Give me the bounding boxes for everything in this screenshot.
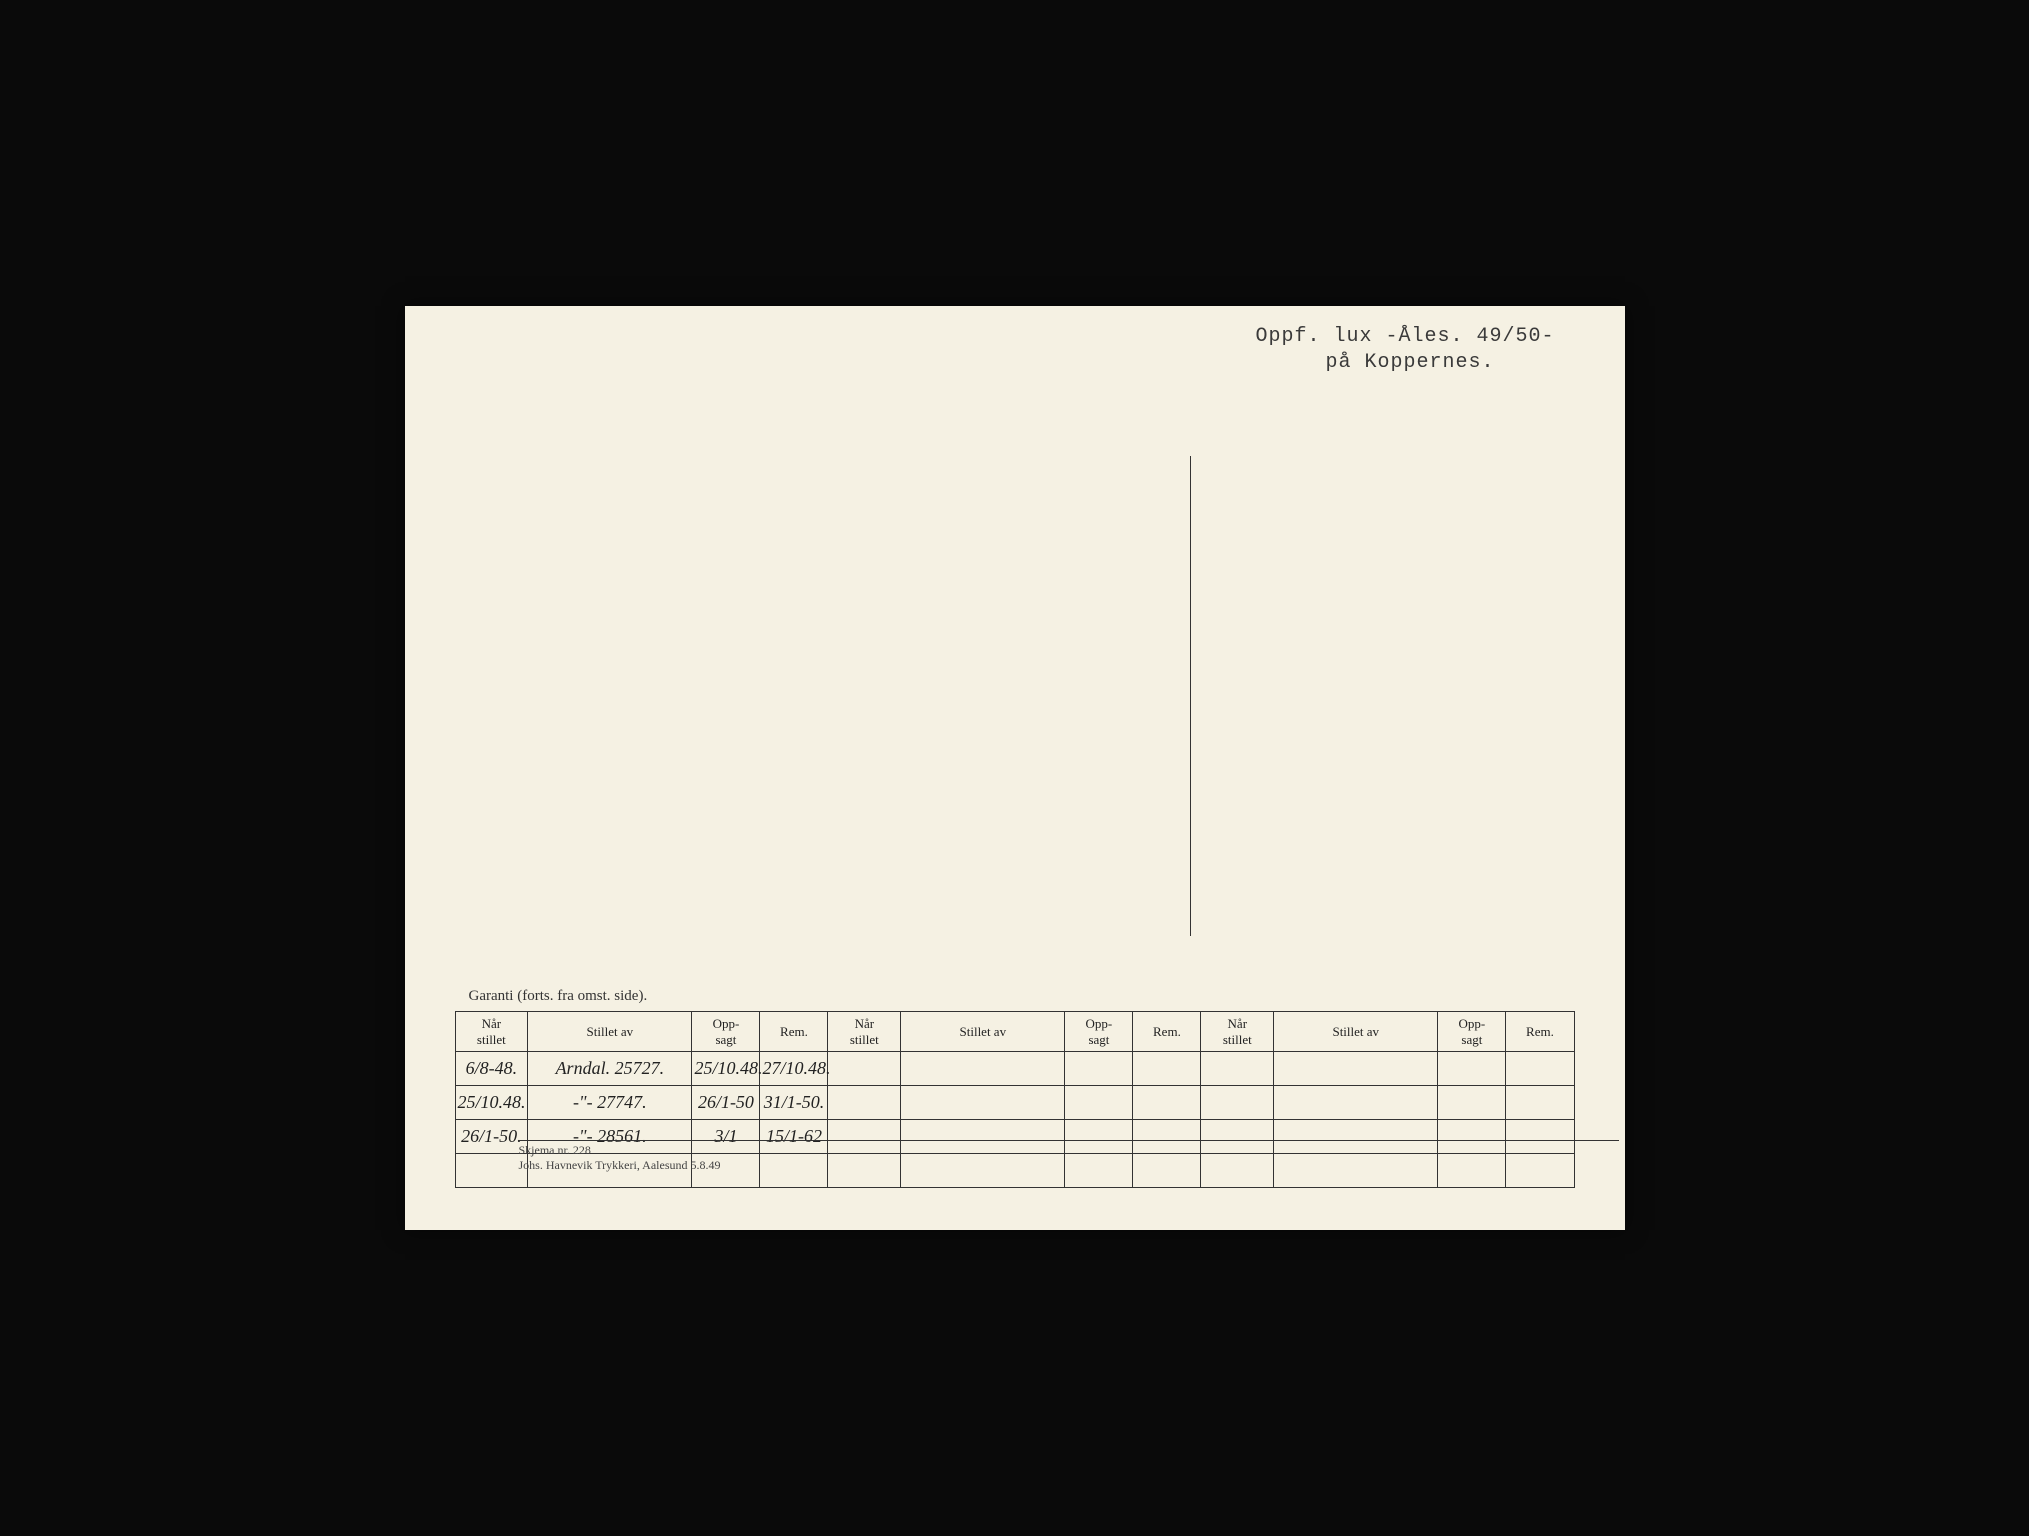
table-cell: -"- 27747. xyxy=(528,1086,692,1120)
column-header: Opp-sagt xyxy=(1438,1012,1506,1052)
table-caption: Garanti (forts. fra omst. side). xyxy=(455,988,1575,1005)
table-cell xyxy=(1065,1086,1133,1120)
table-cell xyxy=(1438,1052,1506,1086)
footer: Skjema nr. 228 Johs. Havnevik Trykkeri, … xyxy=(519,1140,1619,1174)
table-cell: 25/10.48. xyxy=(692,1052,760,1086)
table-cell xyxy=(828,1086,901,1120)
column-header: Rem. xyxy=(760,1012,828,1052)
footer-line-2: Johs. Havnevik Trykkeri, Aalesund 5.8.49 xyxy=(519,1158,1619,1174)
table-cell xyxy=(1133,1052,1201,1086)
header-annotation: Oppf. lux -Åles. 49/50- på Koppernes. xyxy=(1255,324,1554,376)
table-cell xyxy=(1506,1052,1574,1086)
column-header: Opp-sagt xyxy=(1065,1012,1133,1052)
table-row: 25/10.48.-"- 27747.26/1-5031/1-50. xyxy=(455,1086,1574,1120)
table-cell xyxy=(1438,1086,1506,1120)
table-cell xyxy=(455,1154,528,1188)
table-cell xyxy=(1201,1086,1274,1120)
table-row: 6/8-48.Arndal. 25727.25/10.48.27/10.48. xyxy=(455,1052,1574,1086)
column-header: Stillet av xyxy=(1274,1012,1438,1052)
header-line-1: Oppf. lux -Åles. 49/50- xyxy=(1255,324,1554,350)
table-header-row: NårstilletStillet avOpp-sagtRem.Nårstill… xyxy=(455,1012,1574,1052)
vertical-divider xyxy=(1190,456,1191,936)
table-cell xyxy=(901,1052,1065,1086)
footer-rule xyxy=(519,1140,1619,1141)
table-cell: 25/10.48. xyxy=(455,1086,528,1120)
table-cell: Arndal. 25727. xyxy=(528,1052,692,1086)
document-card: Oppf. lux -Åles. 49/50- på Koppernes. Ga… xyxy=(405,306,1625,1230)
table-cell xyxy=(1506,1086,1574,1120)
table-cell: 26/1-50 xyxy=(692,1086,760,1120)
table-cell: 6/8-48. xyxy=(455,1052,528,1086)
table-cell xyxy=(1274,1086,1438,1120)
column-header: Stillet av xyxy=(528,1012,692,1052)
table-cell xyxy=(1133,1086,1201,1120)
table-header: NårstilletStillet avOpp-sagtRem.Nårstill… xyxy=(455,1012,1574,1052)
column-header: Rem. xyxy=(1133,1012,1201,1052)
column-header: Nårstillet xyxy=(828,1012,901,1052)
table-cell: 26/1-50. xyxy=(455,1120,528,1154)
table-cell xyxy=(1065,1052,1133,1086)
table-cell xyxy=(901,1086,1065,1120)
header-line-2: på Koppernes. xyxy=(1255,350,1554,376)
column-header: Opp-sagt xyxy=(692,1012,760,1052)
column-header: Nårstillet xyxy=(1201,1012,1274,1052)
table-cell: 31/1-50. xyxy=(760,1086,828,1120)
column-header: Nårstillet xyxy=(455,1012,528,1052)
footer-line-1: Skjema nr. 228 xyxy=(519,1143,1619,1159)
column-header: Stillet av xyxy=(901,1012,1065,1052)
guaranty-table-area: Garanti (forts. fra omst. side). Nårstil… xyxy=(455,988,1575,1188)
table-cell xyxy=(1274,1052,1438,1086)
table-cell xyxy=(1201,1052,1274,1086)
column-header: Rem. xyxy=(1506,1012,1574,1052)
table-cell: 27/10.48. xyxy=(760,1052,828,1086)
table-cell xyxy=(828,1052,901,1086)
